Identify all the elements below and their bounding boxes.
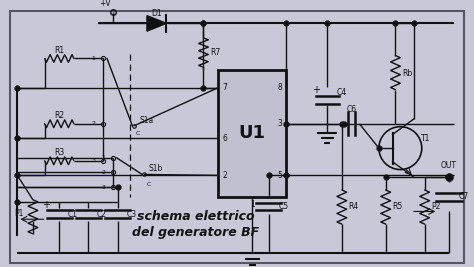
Text: D1: D1 (151, 9, 162, 18)
Text: 3: 3 (277, 119, 282, 128)
Text: R7: R7 (210, 48, 220, 57)
Polygon shape (147, 15, 166, 31)
Text: 3: 3 (101, 184, 105, 190)
Text: Rb: Rb (402, 69, 412, 78)
Text: 2: 2 (91, 121, 95, 126)
Text: C7: C7 (459, 192, 469, 201)
Text: 1: 1 (101, 155, 105, 160)
Text: +: + (42, 200, 50, 210)
Text: U1: U1 (239, 124, 266, 143)
Text: R4: R4 (348, 202, 359, 211)
Text: C: C (147, 182, 151, 187)
Text: C3: C3 (126, 210, 137, 219)
Text: +V: +V (99, 0, 111, 8)
Text: S1a: S1a (140, 116, 154, 125)
Text: 7: 7 (222, 83, 228, 92)
Text: schema elettrico: schema elettrico (137, 210, 255, 223)
Text: R2: R2 (54, 111, 64, 120)
Text: 1: 1 (91, 56, 95, 61)
Text: 3: 3 (91, 158, 95, 163)
Text: C1: C1 (68, 210, 78, 219)
Text: R3: R3 (54, 148, 64, 158)
Text: OUT: OUT (441, 161, 457, 170)
Text: 2: 2 (101, 170, 105, 175)
Text: P2: P2 (432, 202, 441, 211)
Text: 8: 8 (277, 83, 282, 92)
Text: 1: 1 (250, 200, 255, 209)
Text: del generatore BF: del generatore BF (132, 226, 259, 239)
Text: C2: C2 (97, 210, 107, 219)
Text: C: C (136, 131, 140, 136)
Text: P1: P1 (15, 209, 24, 218)
Text: R5: R5 (392, 202, 402, 211)
Text: 6: 6 (222, 134, 228, 143)
Text: C6: C6 (346, 105, 356, 114)
Text: 5: 5 (277, 171, 282, 180)
Bar (218, 70, 286, 197)
Text: +: + (311, 85, 319, 95)
Text: C4: C4 (337, 88, 347, 97)
Text: T1: T1 (421, 134, 430, 143)
Text: R1: R1 (54, 46, 64, 55)
Text: C5: C5 (278, 202, 289, 211)
Text: 2: 2 (222, 171, 227, 180)
Text: S1b: S1b (148, 164, 163, 173)
